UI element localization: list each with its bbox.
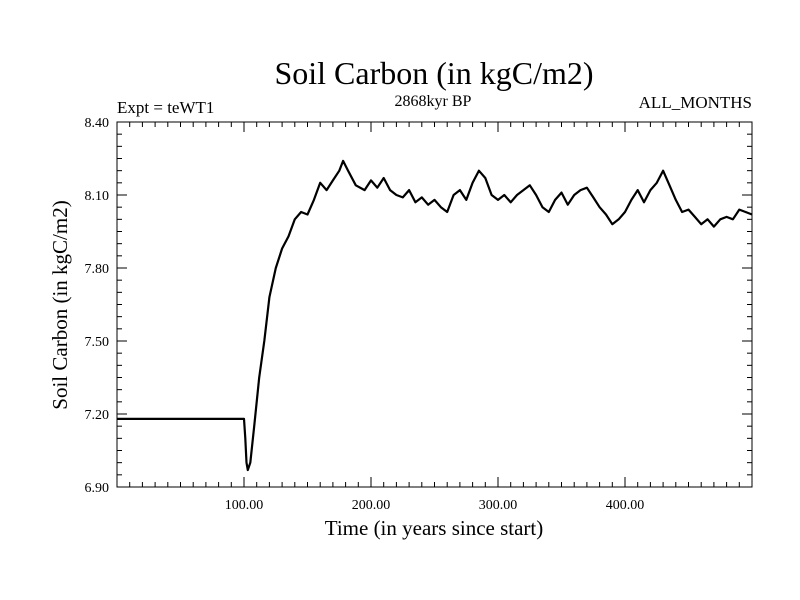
y-tick-label: 8.40 (85, 116, 110, 131)
y-tick-label: 8.10 (85, 189, 110, 204)
y-tick-label: 6.90 (85, 481, 110, 496)
x-axis-label: Time (in years since start) (325, 516, 544, 540)
y-axis: 6.90 7.20 7.50 7.80 8.10 8.40 (85, 116, 752, 496)
chart-title: Soil Carbon (in kgC/m2) (274, 55, 593, 91)
y-tick-label: 7.20 (85, 408, 110, 423)
subtitle-right: ALL_MONTHS (639, 93, 752, 112)
y-axis-label: Soil Carbon (in kgC/m2) (48, 200, 72, 409)
x-tick-label: 100.00 (225, 498, 264, 513)
y-tick-label: 7.50 (85, 335, 110, 350)
plot-frame (116, 121, 753, 488)
x-tick-label: 400.00 (606, 498, 645, 513)
subtitle-center: 2868kyr BP (395, 93, 472, 110)
y-tick-label: 7.80 (85, 262, 110, 277)
series-line-soil-carbon (117, 159, 753, 472)
x-axis: 100.00 200.00 300.00 400.00 (129, 122, 740, 513)
x-tick-label: 300.00 (479, 498, 518, 513)
x-tick-label: 200.00 (352, 498, 391, 513)
subtitle-left: Expt = teWT1 (117, 98, 214, 117)
